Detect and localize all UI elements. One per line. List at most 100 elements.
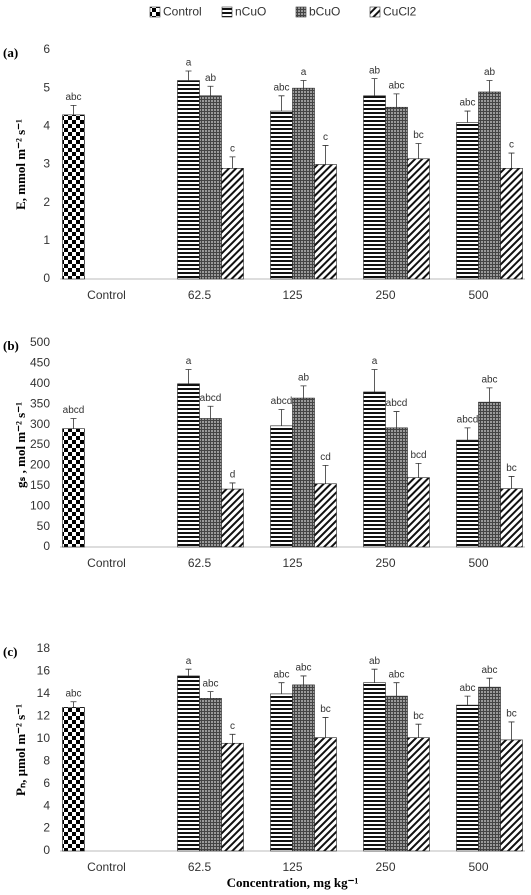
significance-label: bc [506,709,517,720]
significance-label: c [509,140,514,151]
significance-label: c [323,132,328,143]
bar [314,483,337,548]
x-tick-label: 500 [468,556,488,570]
significance-label: abc [459,98,475,109]
y-axis-title: gₛ , mol m⁻² s⁻¹ [13,402,28,488]
x-tick-label: 62.5 [188,860,212,874]
y-tick-label: 200 [30,458,50,472]
bar [221,168,244,280]
bar [270,693,293,852]
significance-label: abc [273,669,289,680]
error-bar [486,80,493,92]
error-bar [278,95,285,112]
significance-label: abcd [63,405,85,416]
error-bar [70,418,77,429]
significance-label: bc [320,704,331,715]
significance-label: ab [369,656,381,667]
error-bar [464,427,471,441]
error-bar [207,691,214,699]
significance-label: a [186,58,192,69]
bar [407,158,430,280]
x-tick-label: 250 [375,860,395,874]
significance-label: ab [205,73,217,84]
y-axis-title: E, mmol m⁻² s⁻¹ [13,119,28,210]
error-bar [207,405,214,419]
bar [62,707,85,852]
error-bar [229,156,236,169]
x-tick-label: Control [87,556,126,570]
y-tick-label: 0 [43,843,50,857]
error-bar [300,675,307,685]
y-tick-label: 50 [37,519,51,533]
significance-label: ab [369,65,381,76]
bar [270,110,293,280]
bar [500,168,523,280]
significance-label: abcd [271,396,293,407]
bar [385,695,408,852]
bar [500,739,523,852]
y-axis-title: Pₙ, µmol m⁻² s⁻¹ [13,704,28,796]
y-tick-label: 18 [37,641,51,655]
bar [456,704,479,852]
significance-label: abc [481,665,497,676]
bar [363,95,386,280]
significance-label: abc [65,688,81,699]
significance-label: ab [298,372,310,383]
significance-label: d [230,470,236,481]
bar [199,418,222,548]
significance-label: abc [202,678,218,689]
legend-swatch [295,6,307,18]
y-tick-label: 450 [30,356,50,370]
error-bar [278,682,285,694]
error-bar [300,80,307,89]
significance-label: a [186,356,192,367]
y-tick-label: 2 [43,821,50,835]
error-bar [371,668,378,683]
significance-label: abc [459,683,475,694]
y-tick-label: 6 [43,776,50,790]
y-tick-label: 10 [37,731,51,745]
error-bar [322,145,329,165]
bar [314,737,337,852]
bar [478,401,501,548]
bar [407,477,430,548]
bar [62,114,85,280]
bar [478,91,501,280]
y-tick-label: 8 [43,753,50,767]
x-tick-label: 250 [375,288,395,302]
x-tick-label: 125 [282,860,302,874]
x-axis-title: Concentration, mg kg⁻¹ [227,875,359,890]
error-bar [508,152,515,169]
legend-label: CuCl2 [383,5,417,19]
bar [221,742,244,852]
significance-label: bc [413,130,424,141]
error-bar [278,409,285,426]
bar [221,488,244,548]
x-tick-label: 125 [282,556,302,570]
error-bar [70,104,77,115]
error-bar [371,78,378,96]
significance-label: abc [388,81,404,92]
y-tick-label: 16 [37,664,51,678]
y-tick-label: 3 [43,157,50,171]
bar [292,397,315,548]
significance-label: ab [484,67,496,78]
error-bar [207,85,214,96]
bar [177,383,200,548]
bar [456,122,479,280]
bar [199,95,222,280]
bar [314,164,337,280]
significance-label: bc [413,711,424,722]
significance-label: bc [506,463,517,474]
y-tick-label: 6 [43,42,50,56]
error-bar [508,476,515,489]
significance-label: abc [481,375,497,386]
significance-label: abcd [457,415,479,426]
y-tick-label: 350 [30,396,50,410]
panel-label: (b) [3,338,19,353]
x-tick-label: 500 [468,860,488,874]
x-tick-label: 62.5 [188,556,212,570]
bar [292,87,315,280]
significance-label: bcd [410,450,426,461]
bar [407,737,430,852]
